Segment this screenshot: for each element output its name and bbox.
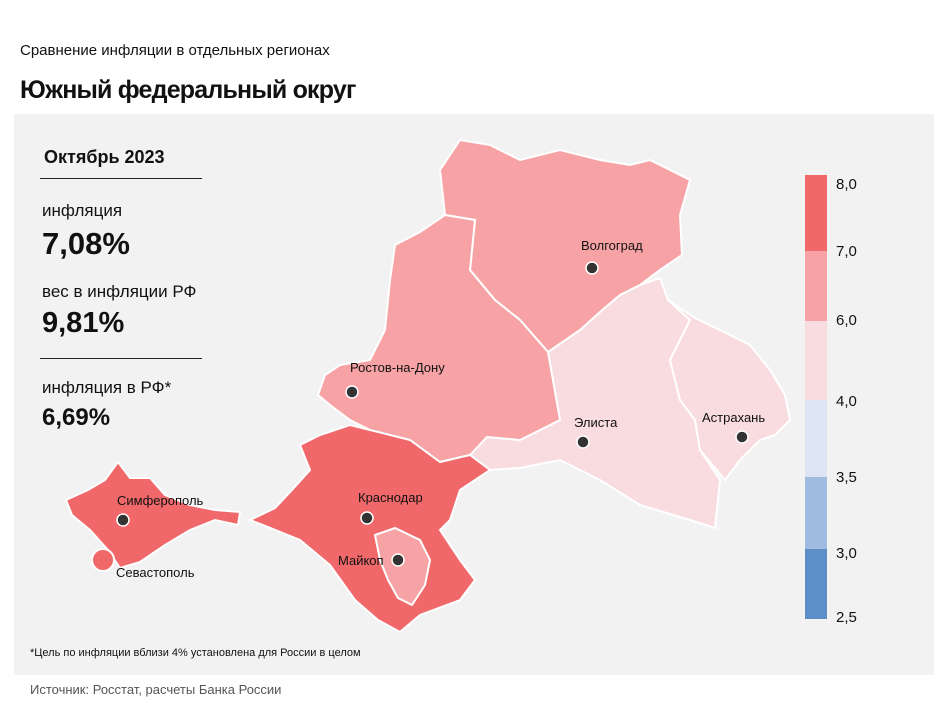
divider-top (40, 178, 202, 179)
legend-swatch-7-8 (805, 175, 827, 251)
city-label-astrakhan: Астрахань (702, 410, 765, 425)
city-dot-krasnodar (360, 511, 374, 525)
legend-tick-2_5: 2,5 (836, 609, 857, 626)
city-label-elista: Элиста (574, 415, 618, 430)
city-dot-astrakhan (735, 430, 749, 444)
weight-label: вес в инфляции РФ (42, 282, 197, 301)
legend-swatch-3-3_5 (805, 477, 827, 549)
region-adygea[interactable] (373, 526, 432, 607)
legend-swatch-2_5-3 (805, 549, 827, 619)
city-dot-simferopol (116, 513, 130, 527)
city-label-volgograd: Волгоград (581, 238, 643, 253)
city-label-sevastopol: Севастополь (116, 565, 195, 580)
city-dot-volgograd (585, 261, 599, 275)
city-label-rostov: Ростов-на-Дону (350, 360, 445, 375)
source-note: Источник: Росстат, расчеты Банка России (30, 682, 282, 697)
city-label-krasnodar: Краснодар (358, 490, 423, 505)
city-label-maykop: Майкоп (338, 553, 384, 568)
region-sevastopol[interactable] (91, 548, 115, 572)
legend-tick-8: 8,0 (836, 176, 857, 193)
period-label: Октябрь 2023 (44, 147, 165, 167)
color-legend: 8,0 7,0 6,0 4,0 3,5 3,0 2,5 (805, 175, 857, 626)
legend-swatch-3_5-4 (805, 400, 827, 477)
legend-swatch-6-7 (805, 251, 827, 321)
chart-title: Южный федеральный округ (20, 76, 356, 104)
rf-inflation-value: 6,69% (42, 404, 111, 431)
region-astrakhan[interactable] (667, 299, 792, 482)
inflation-label: инфляция (42, 201, 123, 220)
legend-tick-6: 6,0 (836, 312, 857, 329)
weight-value: 9,81% (42, 307, 125, 339)
rf-inflation-label: инфляция в РФ* (42, 378, 172, 397)
city-dot-maykop (391, 553, 405, 567)
legend-tick-3: 3,0 (836, 545, 857, 562)
footnote: *Цель по инфляции вблизи 4% установлена … (30, 647, 361, 659)
legend-tick-7: 7,0 (836, 243, 857, 260)
inflation-value: 7,08% (42, 226, 130, 261)
divider-bottom (40, 358, 202, 359)
legend-swatch-4-6 (805, 321, 827, 400)
city-dot-rostov (345, 385, 359, 399)
city-dot-elista (576, 435, 590, 449)
region-krasnodar[interactable] (247, 423, 492, 634)
legend-tick-3_5: 3,5 (836, 469, 857, 486)
chart-subtitle: Сравнение инфляции в отдельных регионах (20, 42, 330, 59)
region-crimea[interactable] (64, 460, 242, 570)
city-label-simferopol: Симферополь (117, 493, 204, 508)
legend-tick-4: 4,0 (836, 393, 857, 410)
